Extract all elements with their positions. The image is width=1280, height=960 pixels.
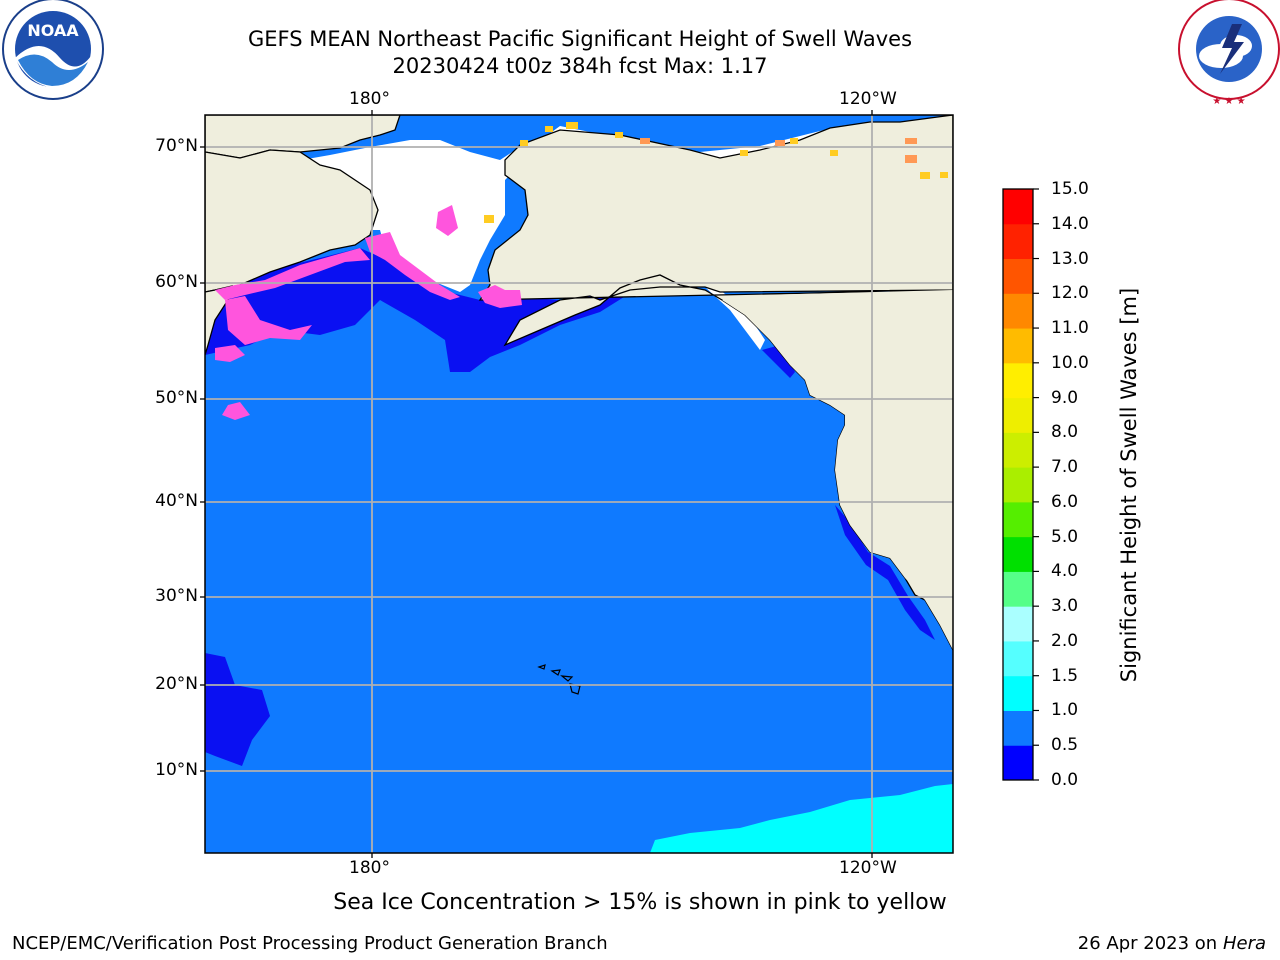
colorbar-segment: [1003, 397, 1033, 433]
colorbar-frame: [1002, 188, 1034, 781]
arctic-nodata: [290, 122, 953, 292]
colorbar-segment: [1003, 606, 1033, 642]
ne-pacific-nodata: [705, 287, 765, 350]
colorbar-segment: [1003, 189, 1033, 225]
map-ticks: [200, 110, 873, 858]
sea-ice-note: Sea Ice Concentration > 15% is shown in …: [333, 890, 947, 915]
colorbar-tick-label: 6.0: [1051, 491, 1079, 512]
colorbar: [1003, 188, 1039, 781]
sea-ice-yellow: [484, 122, 948, 223]
lat-label-50n: 50°N: [155, 388, 198, 408]
colorbar-segment: [1003, 293, 1033, 329]
colorbar-tick-label: 4.0: [1051, 561, 1079, 582]
high-swell-region: [650, 784, 953, 853]
colorbar-segment: [1003, 536, 1033, 572]
colorbar-tick-label: 7.0: [1051, 457, 1079, 478]
footer-host: Hera: [1222, 933, 1266, 954]
lat-label-70n: 70°N: [155, 136, 198, 156]
colorbar-segment: [1003, 328, 1033, 364]
land-bc-interior: [722, 290, 953, 650]
lat-label-30n: 30°N: [155, 586, 198, 606]
colorbar-tick-label: 3.0: [1051, 596, 1079, 617]
colorbar-tick-label: 15.0: [1051, 179, 1089, 199]
svg-text:★ ★ ★: ★ ★ ★: [1212, 96, 1245, 107]
colorbar-tick-label: 2.0: [1051, 630, 1079, 651]
low-swell-region-coast-ca: [835, 505, 935, 640]
sea-ice-orange: [640, 138, 917, 163]
colorbar-label: Significant Height of Swell Waves [m]: [1117, 287, 1141, 683]
lon-label-top-120w: 120°W: [839, 89, 897, 109]
lon-label-top-180: 180°: [349, 89, 390, 109]
colorbar-segment: [1003, 710, 1033, 746]
map-area: [205, 115, 953, 853]
colorbar-tick-label: 0.5: [1051, 735, 1079, 756]
colorbar-tick-label: 8.0: [1051, 422, 1079, 443]
nws-logo: ★ ★ ★: [1178, 0, 1280, 107]
low-swell-region-west: [205, 653, 270, 766]
colorbar-segment: [1003, 501, 1033, 538]
colorbar-tick-label: 14.0: [1051, 213, 1089, 234]
colorbar-segment: [1003, 675, 1033, 711]
lat-label-60n: 60°N: [155, 272, 198, 292]
colorbar-tick-label: 10.0: [1051, 352, 1089, 373]
colorbar-segment: [1003, 745, 1033, 781]
colorbar-tick-label: 13.0: [1051, 248, 1089, 269]
colorbar-segment: [1003, 258, 1033, 294]
noaa-logo: NOAA: [2, 0, 104, 100]
colorbar-segment: [1003, 640, 1033, 677]
colorbar-segment: [1003, 571, 1033, 607]
noaa-logo-text: NOAA: [27, 21, 79, 40]
map-frame: [204, 114, 954, 854]
colorbar-tick-label: 9.0: [1051, 387, 1079, 408]
graticule: [205, 115, 953, 853]
footer-credit: NCEP/EMC/Verification Post Processing Pr…: [12, 933, 608, 954]
hawaii-islands: [537, 664, 581, 695]
lat-label-20n: 20°N: [155, 674, 198, 694]
footer-date-text: 26 Apr 2023 on: [1077, 933, 1223, 954]
colorbar-segment: [1003, 467, 1033, 503]
low-swell-region-coast-bc: [762, 345, 795, 378]
chart-subtitle: 20230424 t00z 384h fcst Max: 1.17: [392, 54, 768, 78]
colorbar-tick-label: 1.5: [1051, 665, 1079, 686]
chart-title: GEFS MEAN Northeast Pacific Significant …: [247, 27, 913, 51]
lat-label-40n: 40°N: [155, 491, 198, 511]
lon-label-bottom-180: 180°: [349, 858, 390, 878]
colorbar-segment: [1003, 223, 1033, 260]
colorbar-tick-label: 1.0: [1051, 700, 1079, 721]
low-swell-region-bering: [205, 248, 640, 372]
colorbar-tick-label: 0.0: [1051, 770, 1079, 790]
lat-label-10n: 10°N: [155, 760, 198, 780]
lon-label-bottom-120w: 120°W: [839, 858, 897, 878]
footer-date: 26 Apr 2023 on Hera: [1078, 933, 1266, 954]
colorbar-tick-label: 11.0: [1051, 318, 1089, 339]
colorbar-tick-label: 12.0: [1051, 283, 1089, 304]
colorbar-segment: [1003, 362, 1033, 399]
colorbar-segment: [1003, 432, 1033, 468]
colorbar-tick-label: 5.0: [1051, 526, 1079, 547]
